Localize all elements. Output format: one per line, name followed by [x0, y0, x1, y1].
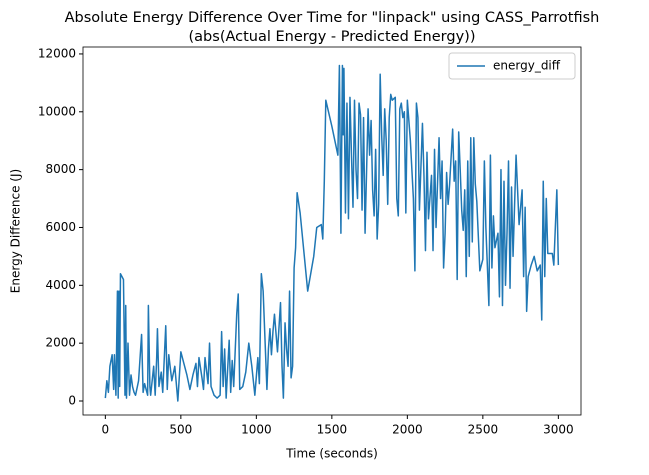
legend-box	[448, 52, 576, 80]
y-tick-label: 8000	[45, 162, 76, 176]
x-tick-label: 0	[102, 423, 110, 437]
plot-frame	[82, 46, 582, 416]
y-tick-label: 4000	[45, 278, 76, 292]
x-tick-label: 2500	[468, 423, 499, 437]
y-tick-label: 6000	[45, 220, 76, 234]
x-tick-label: 2000	[392, 423, 423, 437]
y-axis-label: Energy Difference (J)	[9, 169, 23, 293]
legend-label: energy_diff	[493, 59, 561, 73]
y-tick-label: 0	[68, 394, 76, 408]
y-tick-label: 10000	[38, 104, 76, 118]
x-tick-label: 500	[169, 423, 192, 437]
x-tick-label: 1000	[241, 423, 272, 437]
y-tick-label: 12000	[38, 46, 76, 60]
chart-subtitle: (abs(Actual Energy - Predicted Energy))	[189, 29, 476, 45]
series-line	[104, 64, 560, 402]
x-tick-label: 1500	[317, 423, 348, 437]
y-tick-label: 2000	[45, 336, 76, 350]
chart-title: Absolute Energy Difference Over Time for…	[65, 10, 600, 26]
x-axis-label: Time (seconds)	[285, 447, 378, 461]
x-tick-label: 3000	[543, 423, 574, 437]
